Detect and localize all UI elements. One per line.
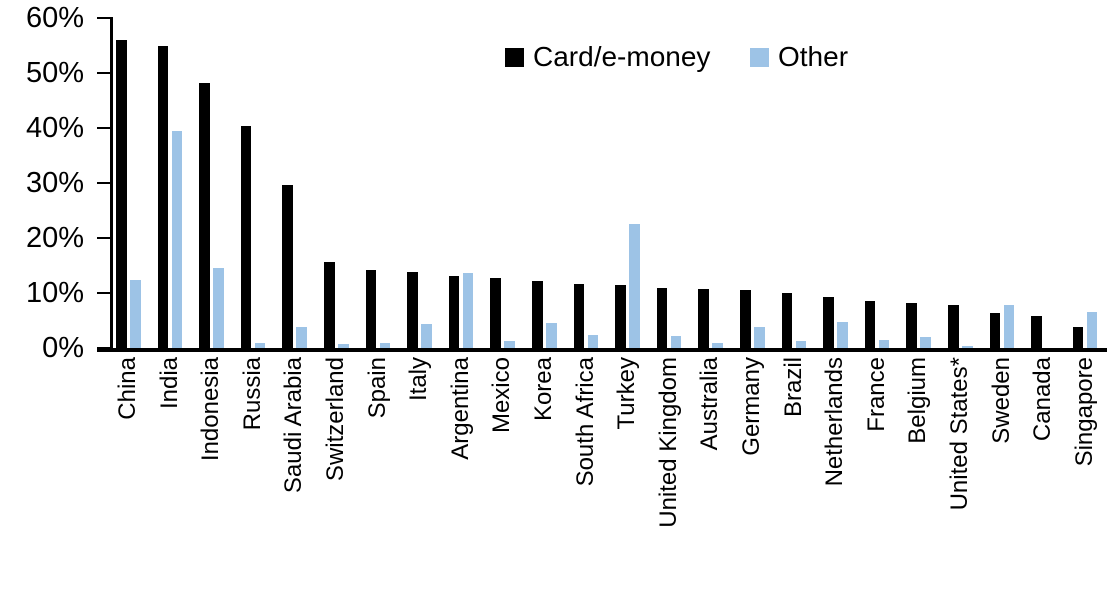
bar-other-russia (254, 342, 266, 348)
y-axis-label-30: 30% (25, 167, 84, 199)
bar-other-south-africa (587, 335, 599, 348)
legend-item-other: Other (750, 41, 849, 72)
y-tick-20 (97, 237, 110, 239)
bar-card-belgium (906, 303, 917, 348)
x-axis-label-france: France (862, 357, 890, 432)
y-axis-label-60: 60% (25, 2, 84, 34)
y-axis-line (110, 17, 113, 352)
x-axis-label-singapore: Singapore (1070, 357, 1098, 467)
bar-card-brazil (781, 293, 793, 348)
y-tick-10 (97, 292, 110, 294)
x-axis-label-united-kingdom: United Kingdom (654, 357, 682, 528)
bar-card-spain (365, 270, 377, 348)
y-tick-50 (97, 72, 110, 74)
bar-other-australia (712, 343, 723, 348)
x-axis-label-netherlands: Netherlands (821, 357, 849, 487)
bar-other-china (130, 280, 141, 348)
x-axis-label-south-africa: South Africa (571, 357, 599, 487)
legend-swatch-other-icon (750, 47, 769, 67)
bar-other-switzerland (338, 343, 349, 348)
bar-other-turkey (629, 224, 640, 348)
bar-card-china (116, 40, 127, 348)
bar-other-spain (379, 343, 391, 348)
bar-other-indonesia (213, 268, 224, 348)
bar-other-korea (546, 323, 557, 348)
y-tick-40 (97, 127, 110, 129)
bar-card-south-africa (573, 284, 585, 348)
x-axis-label-saudi-arabia: Saudi Arabia (280, 357, 308, 494)
x-axis-label-sweden: Sweden (987, 357, 1015, 444)
legend-label-other: Other (778, 41, 849, 72)
y-axis-label-40: 40% (25, 112, 84, 144)
legend-label-card: Card/e-money (533, 41, 711, 72)
x-axis-label-china: China (114, 357, 141, 420)
bar-card-united-states (948, 305, 959, 348)
bar-other-argentina (462, 272, 474, 348)
bar-other-sweden (1003, 304, 1015, 348)
x-axis-label-switzerland: Switzerland (322, 357, 349, 482)
y-axis-label-10: 10% (25, 277, 84, 309)
bar-other-belgium (920, 337, 931, 348)
bar-other-india (171, 130, 183, 348)
x-axis-label-argentina: Argentina (446, 357, 474, 460)
bar-card-turkey (615, 284, 626, 348)
bar-card-united-kingdom (656, 287, 668, 348)
bar-other-france (878, 339, 890, 348)
bar-card-mexico (490, 277, 501, 348)
x-axis-line (97, 348, 1107, 352)
bar-card-argentina (448, 275, 460, 348)
x-axis-label-korea: Korea (530, 357, 557, 422)
bar-card-sweden (989, 312, 1001, 348)
y-axis-label-20: 20% (25, 222, 84, 254)
bar-card-canada (1031, 315, 1042, 348)
y-tick-60 (97, 17, 110, 19)
y-tick-0 (97, 347, 110, 349)
bar-card-korea (532, 280, 543, 348)
bar-card-saudi-arabia (282, 184, 293, 348)
bar-other-brazil (795, 341, 807, 348)
x-axis-label-turkey: Turkey (613, 357, 641, 430)
bar-card-indonesia (199, 82, 210, 348)
bar-card-singapore (1072, 327, 1084, 348)
bar-card-germany (740, 290, 751, 348)
y-tick-30 (97, 182, 110, 184)
bar-other-united-states (962, 346, 973, 348)
bar-card-italy (407, 271, 418, 348)
y-axis-label-50: 50% (25, 57, 84, 89)
bar-other-germany (754, 327, 765, 348)
bar-other-netherlands (837, 322, 848, 348)
legend-swatch-card-icon (505, 47, 524, 67)
x-axis-label-brazil: Brazil (779, 357, 807, 418)
bar-other-mexico (504, 341, 515, 348)
x-axis-label-belgium: Belgium (904, 357, 932, 444)
x-axis-label-canada: Canada (1029, 357, 1057, 442)
y-axis-label-0: 0% (42, 332, 84, 364)
x-axis-label-indonesia: Indonesia (197, 357, 225, 462)
x-axis-label-australia: Australia (696, 357, 724, 451)
bar-card-russia (240, 125, 252, 348)
bar-card-switzerland (324, 262, 335, 348)
x-axis-label-spain: Spain (363, 357, 391, 419)
bar-other-italy (421, 323, 432, 348)
x-axis-label-germany: Germany (738, 357, 765, 456)
bar-card-australia (698, 289, 709, 348)
x-axis-label-mexico: Mexico (488, 357, 516, 434)
bar-card-france (864, 300, 876, 348)
x-axis-label-russia: Russia (238, 357, 266, 431)
x-axis-label-india: India (155, 357, 183, 410)
x-axis-label-united-states: United States* (946, 357, 973, 511)
x-axis-label-italy: Italy (405, 357, 433, 402)
legend-item-card-e-money: Card/e-money (505, 41, 711, 72)
bar-other-singapore (1086, 311, 1098, 348)
bar-card-india (157, 45, 169, 348)
bar-other-united-kingdom (670, 335, 682, 348)
bar-other-saudi-arabia (296, 326, 307, 348)
bar-card-netherlands (823, 297, 834, 348)
